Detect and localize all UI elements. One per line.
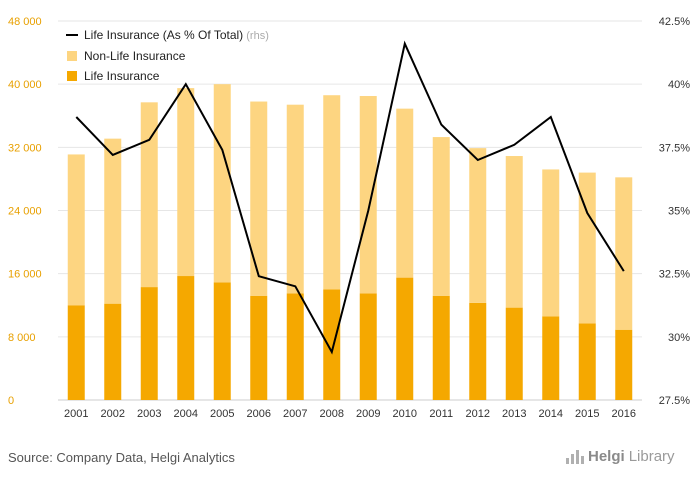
bar-non-life-insurance [432, 137, 450, 296]
bar-non-life-insurance [323, 95, 341, 290]
legend-rhs-note: (rhs) [243, 30, 269, 42]
left-axis-tick-label: 0 [8, 395, 14, 407]
x-axis-tick-label: 2010 [393, 408, 417, 420]
bar-life-insurance [432, 295, 450, 400]
bar-non-life-insurance [213, 84, 231, 283]
x-axis-tick-label: 2007 [283, 408, 307, 420]
bar-non-life-insurance [542, 169, 560, 317]
logo-suffix: Library [628, 448, 675, 465]
bar-non-life-insurance [250, 101, 268, 296]
bar-life-insurance [542, 316, 560, 400]
legend-label: Life Insurance (As % Of Total) (rhs) [84, 28, 269, 42]
bar-life-insurance [396, 277, 414, 400]
x-axis-tick-label: 2006 [247, 408, 271, 420]
bar-life-insurance [177, 276, 195, 400]
right-axis-tick-label: 35% [668, 206, 690, 218]
right-axis-tick-label: 30% [668, 332, 690, 344]
bar-non-life-insurance [615, 177, 633, 330]
x-axis-tick-label: 2014 [539, 408, 563, 420]
bar-non-life-insurance [359, 96, 377, 294]
bar-life-insurance [505, 307, 523, 400]
legend-bar-swatch [67, 71, 77, 81]
bar-non-life-insurance [104, 138, 122, 304]
right-axis-tick-label: 42.5% [659, 16, 690, 28]
bar-life-insurance [140, 287, 158, 400]
line-life-insurance-pct [75, 40, 625, 355]
right-axis-tick-label: 32.5% [659, 269, 690, 281]
bar-life-insurance [250, 295, 268, 400]
bar-non-life-insurance [140, 102, 158, 288]
left-axis-tick-label: 8 000 [8, 332, 36, 344]
legend-label: Life Insurance [84, 69, 160, 83]
source-note: Source: Company Data, Helgi Analytics [8, 450, 235, 465]
x-axis-tick-label: 2004 [174, 408, 198, 420]
legend-label: Non-Life Insurance [84, 49, 186, 63]
x-axis-tick-label: 2008 [320, 408, 344, 420]
bar-non-life-insurance [505, 156, 523, 308]
right-axis-tick-label: 40% [668, 79, 690, 91]
x-axis-tick-label: 2001 [64, 408, 88, 420]
left-axis-tick-label: 16 000 [8, 269, 42, 281]
bar-life-insurance [323, 289, 341, 400]
bar-life-insurance [104, 303, 122, 400]
insurance-chart: 0 8 000 16 000 24 000 32 000 40 000 48 000 27.5… [8, 16, 690, 420]
bar-life-insurance [67, 305, 85, 400]
left-axis-tick-label: 24 000 [8, 206, 42, 218]
bar-non-life-insurance [469, 148, 487, 303]
bar-life-insurance [213, 282, 231, 400]
bar-life-insurance [359, 293, 377, 400]
right-axis-tick-label: 27.5% [659, 395, 690, 407]
bar-life-insurance [615, 329, 633, 400]
x-axis-tick-label: 2013 [502, 408, 526, 420]
x-axis-tick-label: 2002 [101, 408, 125, 420]
left-axis-tick-label: 48 000 [8, 16, 42, 28]
x-axis-tick-label: 2003 [137, 408, 161, 420]
bar-non-life-insurance [578, 172, 596, 324]
bar-life-insurance [469, 302, 487, 400]
x-axis-tick-label: 2012 [466, 408, 490, 420]
bar-non-life-insurance [67, 154, 85, 306]
bar-non-life-insurance [177, 88, 195, 277]
right-axis-tick-label: 37.5% [659, 142, 690, 154]
x-axis-tick-label: 2005 [210, 408, 234, 420]
left-axis-tick-label: 32 000 [8, 142, 42, 154]
left-axis-tick-label: 40 000 [8, 79, 42, 91]
x-axis-tick-label: 2015 [575, 408, 599, 420]
x-axis-tick-label: 2009 [356, 408, 380, 420]
bar-non-life-insurance [286, 104, 304, 294]
x-axis-tick-label: 2016 [612, 408, 636, 420]
bar-non-life-insurance [396, 108, 414, 278]
bar-life-insurance [286, 293, 304, 400]
legend-bar-swatch [67, 51, 77, 61]
bar-chart-icon [566, 449, 584, 464]
x-axis-tick-label: 2011 [429, 408, 453, 420]
helgi-library-logo: Helgi Library [566, 448, 675, 465]
bar-life-insurance [578, 323, 596, 400]
logo-prefix: Helgi [588, 448, 625, 465]
